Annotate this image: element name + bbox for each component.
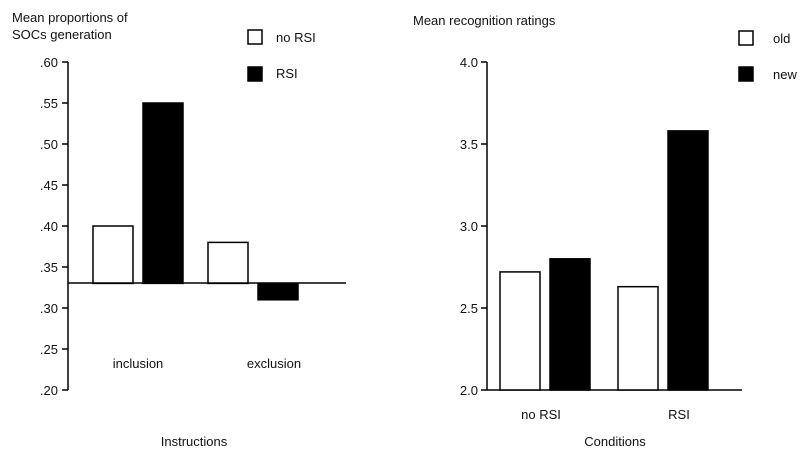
- right-y-tick-label: 2.5: [460, 301, 478, 316]
- left-y-tick-label: .30: [40, 301, 58, 316]
- left-legend: no RSI RSI: [247, 29, 316, 82]
- left-legend-label-1: RSI: [276, 66, 298, 81]
- left-x-title: Instructions: [161, 434, 228, 449]
- right-legend-label-0: old: [773, 31, 790, 46]
- left-y-title-line-1: Mean proportions of: [12, 10, 128, 25]
- left-bar: [257, 282, 299, 301]
- chart-left: Mean proportions of SOCs generation no R…: [12, 10, 346, 449]
- right-legend-swatch-0: [738, 30, 754, 46]
- right-legend-swatch-1: [738, 66, 754, 82]
- left-bar: [207, 241, 249, 285]
- right-legend-label-1: new: [773, 67, 797, 82]
- left-y-tick-label: .45: [40, 178, 58, 193]
- left-y-ticks: .20 .25 .30 .35 .40 .45 .50 .55 .60: [40, 55, 68, 398]
- left-y-tick-label: .20: [40, 383, 58, 398]
- left-y-tick-label: .50: [40, 137, 58, 152]
- left-y-tick-label: .40: [40, 219, 58, 234]
- right-y-tick-label: 3.5: [460, 137, 478, 152]
- left-legend-label-0: no RSI: [276, 30, 316, 45]
- right-bar: [667, 130, 709, 391]
- right-y-title: Mean recognition ratings: [413, 13, 556, 28]
- right-category-label-0: no RSI: [521, 407, 561, 422]
- right-bar: [549, 258, 591, 391]
- left-y-tick-label: .35: [40, 260, 58, 275]
- right-bars: [499, 130, 709, 391]
- left-bars: [92, 102, 299, 301]
- left-y-title-line-2: SOCs generation: [12, 27, 112, 42]
- left-y-tick-label: .25: [40, 342, 58, 357]
- left-bar: [142, 102, 184, 285]
- left-legend-swatch-1: [247, 66, 263, 82]
- left-y-tick-label: .60: [40, 55, 58, 70]
- left-bar: [92, 225, 134, 285]
- left-category-label-1: exclusion: [247, 356, 301, 371]
- right-y-tick-label: 2.0: [460, 383, 478, 398]
- left-legend-swatch-0: [247, 29, 263, 45]
- left-category-label-0: inclusion: [113, 356, 164, 371]
- right-y-tick-label: 3.0: [460, 219, 478, 234]
- right-y-ticks: 2.0 2.5 3.0 3.5 4.0: [460, 55, 487, 398]
- right-bar: [499, 271, 541, 391]
- left-y-tick-label: .55: [40, 96, 58, 111]
- right-y-tick-label: 4.0: [460, 55, 478, 70]
- right-bar: [617, 285, 659, 391]
- right-category-label-1: RSI: [668, 407, 690, 422]
- right-x-title: Conditions: [584, 434, 646, 449]
- right-legend: old new: [738, 30, 797, 82]
- chart-right: Mean recognition ratings old new 2.0 2.5 3…: [413, 13, 797, 449]
